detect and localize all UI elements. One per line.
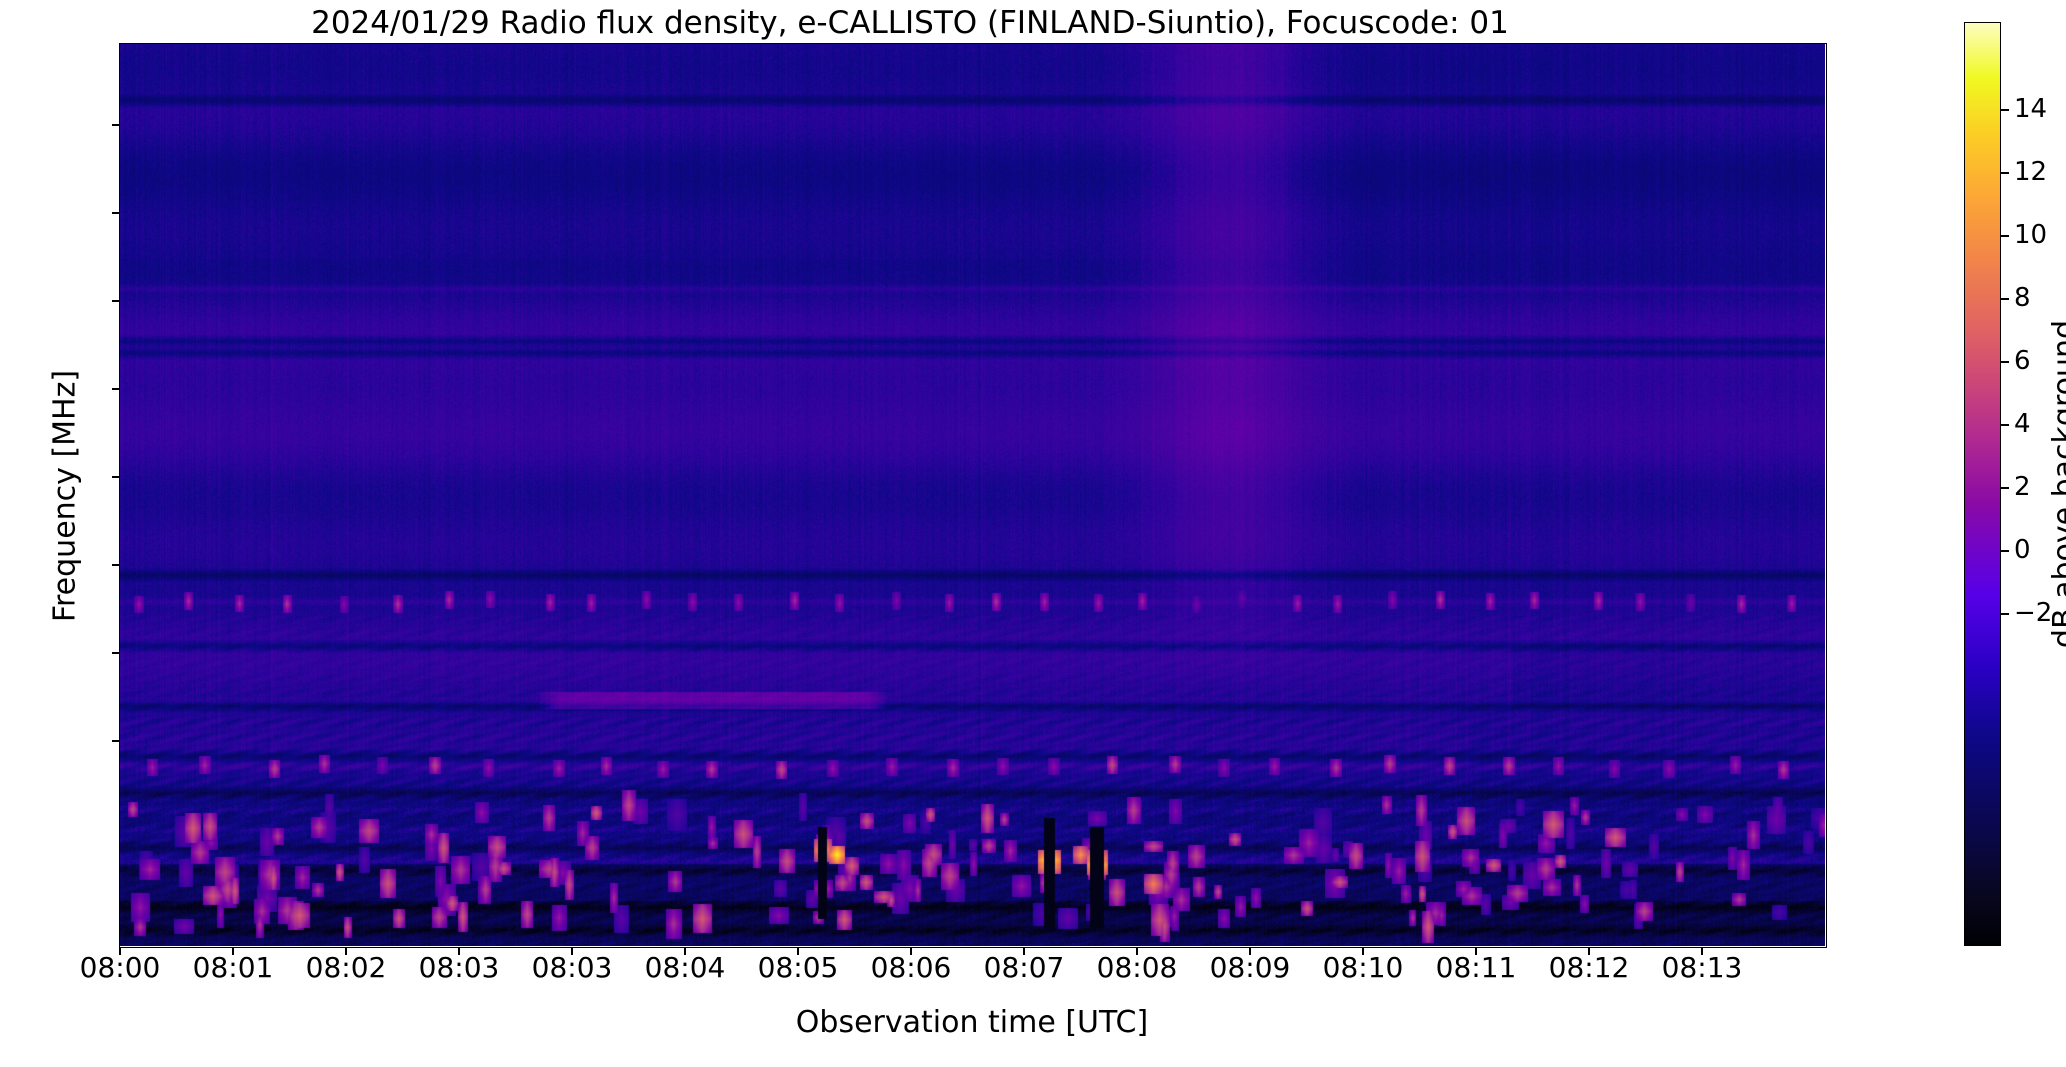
x-tick-label: 08:03 (531, 951, 613, 984)
colorbar-gradient (1964, 22, 2001, 946)
x-tick-label: 08:10 (1322, 951, 1404, 984)
y-tick-mark (112, 212, 120, 214)
colorbar-tick-label: 2 (2014, 472, 2031, 502)
x-tick-mark (797, 947, 799, 955)
colorbar-tick-mark (2001, 235, 2009, 237)
y-tick-mark (112, 740, 120, 742)
y-tick-mark (112, 388, 120, 390)
colorbar-tick-label: 10 (2014, 220, 2048, 250)
x-tick-label: 08:01 (192, 951, 274, 984)
colorbar-tick-mark (2001, 361, 2009, 363)
colorbar-tick-label: −2 (2014, 598, 2053, 628)
x-tick-mark (458, 947, 460, 955)
x-tick-mark (1475, 947, 1477, 955)
y-tick-mark (112, 124, 120, 126)
x-tick-mark (345, 947, 347, 955)
y-tick-mark (112, 564, 120, 566)
x-tick-mark (119, 947, 121, 955)
spectrogram-axes (119, 43, 1825, 946)
colorbar-tick-mark (2001, 487, 2009, 489)
colorbar-tick-label: 12 (2014, 157, 2048, 187)
colorbar-tick-label: 6 (2014, 346, 2031, 376)
x-tick-mark (1362, 947, 1364, 955)
x-tick-mark (1136, 947, 1138, 955)
x-tick-mark (1023, 947, 1025, 955)
colorbar-tick-label: 14 (2014, 94, 2048, 124)
x-tick-label: 08:12 (1548, 951, 1630, 984)
x-axis-label: Observation time [UTC] (795, 1005, 1149, 1040)
colorbar-tick-label: 4 (2014, 409, 2031, 439)
colorbar-tick-mark (2001, 298, 2009, 300)
x-tick-label: 08:07 (983, 951, 1065, 984)
x-tick-mark (684, 947, 686, 955)
x-tick-mark (232, 947, 234, 955)
colorbar-tick-mark (2001, 172, 2009, 174)
x-tick-label: 08:05 (757, 951, 839, 984)
x-tick-label: 08:04 (644, 951, 726, 984)
spectrogram-image (119, 43, 1825, 946)
figure-title: 2024/01/29 Radio flux density, e-CALLIST… (311, 5, 1509, 41)
x-tick-label: 08:11 (1435, 951, 1517, 984)
colorbar-tick-mark (2001, 109, 2009, 111)
colorbar-tick-label: 8 (2014, 283, 2031, 313)
x-tick-label: 08:06 (870, 951, 952, 984)
x-tick-mark (1588, 947, 1590, 955)
y-axis-label: Frequency [MHz] (47, 369, 83, 623)
x-tick-mark (571, 947, 573, 955)
x-tick-label: 08:00 (79, 951, 161, 984)
colorbar-tick-mark (2001, 424, 2009, 426)
x-tick-mark (1701, 947, 1703, 955)
x-tick-label: 08:09 (1209, 951, 1291, 984)
x-tick-label: 08:02 (305, 951, 387, 984)
colorbar-tick-label: 0 (2014, 535, 2031, 565)
y-tick-mark (112, 300, 120, 302)
x-tick-label: 08:08 (1096, 951, 1178, 984)
colorbar-tick-mark (2001, 613, 2009, 615)
y-tick-mark (112, 476, 120, 478)
colorbar-label: dB above background (2047, 319, 2066, 649)
x-tick-label: 08:13 (1661, 951, 1743, 984)
colorbar-tick-mark (2001, 550, 2009, 552)
y-tick-mark (112, 652, 120, 654)
x-tick-label: 08:03 (418, 951, 500, 984)
x-tick-mark (1249, 947, 1251, 955)
x-tick-mark (910, 947, 912, 955)
